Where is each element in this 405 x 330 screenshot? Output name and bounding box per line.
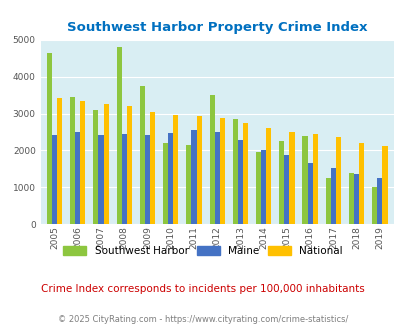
Bar — [75, 132, 80, 224]
Legend: Southwest Harbor, Maine, National: Southwest Harbor, Maine, National — [59, 242, 346, 260]
Bar — [139, 86, 145, 224]
Bar — [302, 136, 307, 224]
Bar — [57, 98, 62, 224]
Bar — [209, 95, 214, 224]
Bar — [70, 97, 75, 224]
Bar — [279, 141, 284, 224]
Bar — [237, 140, 243, 224]
Bar — [243, 123, 247, 224]
Bar — [219, 118, 224, 224]
Bar — [145, 135, 150, 224]
Bar — [358, 143, 363, 224]
Text: © 2025 CityRating.com - https://www.cityrating.com/crime-statistics/: © 2025 CityRating.com - https://www.city… — [58, 315, 347, 324]
Bar — [307, 163, 312, 224]
Bar — [122, 134, 126, 224]
Bar — [348, 173, 353, 224]
Bar — [325, 178, 330, 224]
Bar — [232, 119, 237, 224]
Bar — [353, 174, 358, 224]
Bar — [173, 115, 178, 224]
Bar — [93, 110, 98, 224]
Bar — [382, 146, 387, 224]
Bar — [126, 106, 132, 224]
Bar — [284, 155, 289, 224]
Bar — [80, 101, 85, 224]
Bar — [335, 137, 340, 224]
Bar — [260, 150, 266, 224]
Bar — [371, 187, 376, 224]
Bar — [214, 132, 219, 224]
Bar — [116, 47, 121, 224]
Bar — [289, 132, 294, 224]
Bar — [103, 104, 109, 224]
Bar — [163, 143, 168, 224]
Bar — [196, 116, 201, 224]
Bar — [47, 52, 52, 224]
Bar — [168, 133, 173, 224]
Bar — [191, 130, 196, 224]
Bar — [52, 135, 57, 224]
Bar — [150, 112, 155, 224]
Bar — [376, 178, 382, 224]
Bar — [330, 168, 335, 224]
Bar — [98, 135, 103, 224]
Bar — [256, 152, 260, 224]
Bar — [186, 145, 191, 224]
Text: Crime Index corresponds to incidents per 100,000 inhabitants: Crime Index corresponds to incidents per… — [41, 284, 364, 294]
Bar — [266, 128, 271, 224]
Title: Southwest Harbor Property Crime Index: Southwest Harbor Property Crime Index — [67, 21, 367, 34]
Bar — [312, 134, 317, 224]
